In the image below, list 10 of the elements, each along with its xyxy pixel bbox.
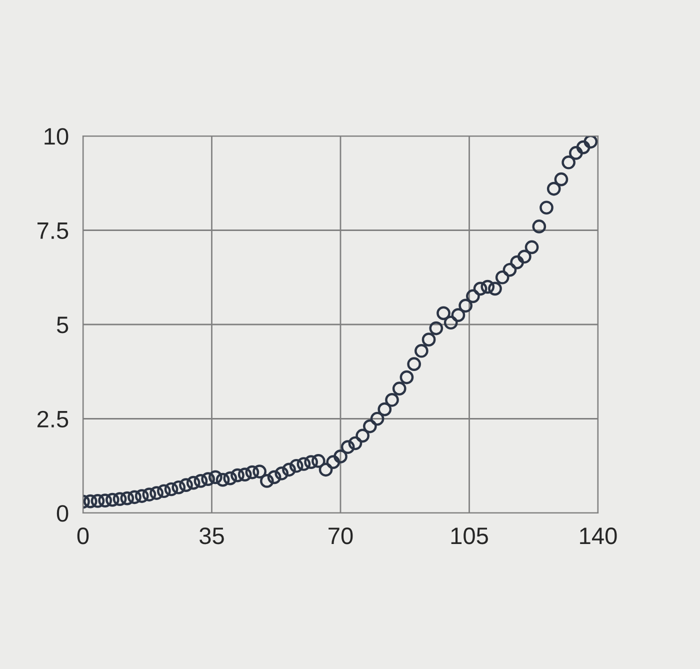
x-tick-label: 70	[328, 528, 353, 544]
x-tick-label: 105	[451, 528, 488, 544]
y-tick-label: 0	[56, 505, 68, 522]
y-tick-label: 10	[44, 128, 68, 145]
y-tick-label: 2.5	[37, 410, 68, 428]
y-tick-label: 7.5	[38, 222, 68, 240]
x-tick-label: 0	[77, 528, 89, 544]
y-tick-label: 5	[56, 316, 68, 334]
x-tick-label: 35	[200, 528, 224, 544]
x-tick-label: 140	[580, 528, 617, 544]
